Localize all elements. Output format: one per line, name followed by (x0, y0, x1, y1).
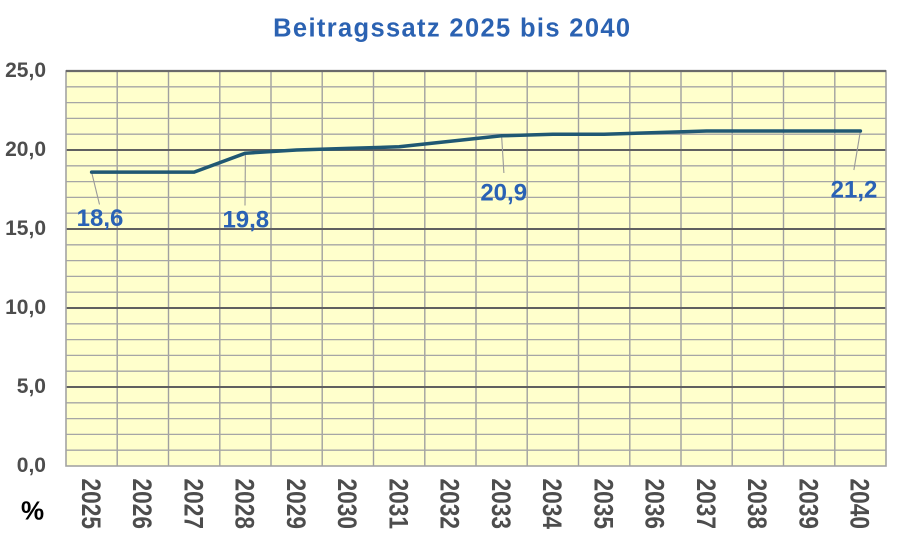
svg-text:%: % (21, 496, 44, 526)
svg-text:2031: 2031 (383, 479, 413, 530)
svg-text:2039: 2039 (793, 479, 823, 529)
svg-text:2035: 2035 (588, 479, 618, 530)
svg-text:5,0: 5,0 (17, 375, 46, 398)
svg-text:2026: 2026 (127, 479, 157, 529)
svg-text:21,2: 21,2 (831, 177, 878, 204)
svg-text:2033: 2033 (485, 479, 515, 529)
svg-text:2025: 2025 (75, 479, 105, 530)
svg-text:2030: 2030 (332, 479, 362, 529)
svg-text:25,0: 25,0 (5, 59, 46, 82)
svg-text:Beitragssatz 2025 bis 2040: Beitragssatz 2025 bis 2040 (273, 15, 631, 43)
svg-text:10,0: 10,0 (5, 296, 46, 319)
svg-text:18,6: 18,6 (77, 205, 124, 232)
svg-text:2037: 2037 (690, 479, 720, 529)
svg-text:0,0: 0,0 (17, 454, 46, 477)
svg-text:2029: 2029 (280, 479, 310, 529)
svg-text:15,0: 15,0 (5, 217, 46, 240)
svg-text:20,0: 20,0 (5, 138, 46, 161)
svg-text:2028: 2028 (229, 479, 259, 530)
svg-text:2027: 2027 (178, 479, 208, 529)
svg-text:2032: 2032 (434, 479, 464, 529)
svg-text:2040: 2040 (844, 479, 874, 529)
svg-text:20,9: 20,9 (480, 180, 527, 207)
svg-text:2036: 2036 (639, 479, 669, 529)
svg-text:2034: 2034 (537, 479, 567, 530)
svg-text:2038: 2038 (742, 479, 772, 530)
svg-text:19,8: 19,8 (222, 207, 269, 234)
